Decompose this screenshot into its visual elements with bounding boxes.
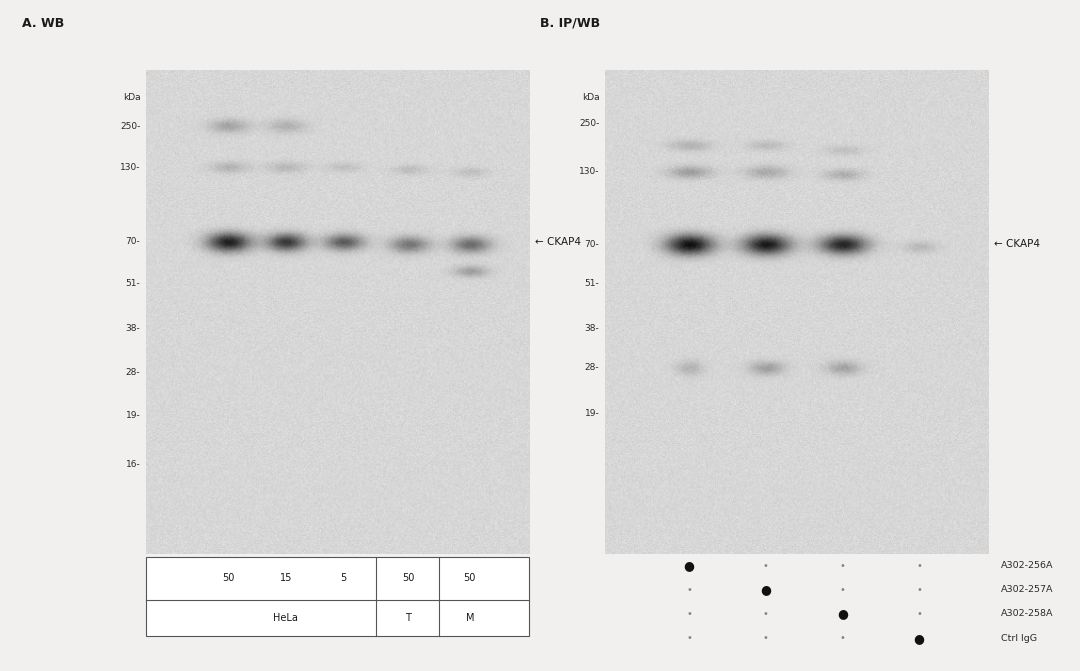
Text: A302-258A: A302-258A — [1001, 609, 1054, 619]
Text: A302-256A: A302-256A — [1001, 561, 1054, 570]
Text: ●: ● — [837, 607, 848, 621]
Text: 19-: 19- — [584, 409, 599, 418]
Text: •: • — [916, 609, 922, 619]
Text: 51-: 51- — [125, 278, 140, 288]
Text: 50: 50 — [222, 574, 234, 583]
Text: A. WB: A. WB — [22, 17, 64, 30]
Text: 50: 50 — [402, 574, 415, 583]
Text: 15: 15 — [280, 574, 292, 583]
Text: •: • — [916, 585, 922, 595]
Text: T: T — [405, 613, 411, 623]
Text: Ctrl IgG: Ctrl IgG — [1001, 633, 1037, 643]
Text: 51-: 51- — [584, 278, 599, 288]
Text: 38-: 38- — [584, 324, 599, 333]
Text: 130-: 130- — [120, 162, 140, 172]
Text: •: • — [762, 561, 769, 570]
Text: 28-: 28- — [125, 368, 140, 377]
Text: •: • — [916, 561, 922, 570]
Text: 28-: 28- — [584, 363, 599, 372]
Text: •: • — [839, 561, 846, 570]
Text: ← CKAP4: ← CKAP4 — [535, 237, 581, 247]
Text: M: M — [465, 613, 474, 623]
Text: HeLa: HeLa — [273, 613, 298, 623]
Text: 70-: 70- — [584, 240, 599, 249]
Text: ●: ● — [760, 583, 771, 597]
Text: 16-: 16- — [125, 460, 140, 469]
Text: 250-: 250- — [120, 121, 140, 131]
Text: 130-: 130- — [579, 167, 599, 176]
Text: •: • — [686, 585, 692, 595]
Text: ●: ● — [684, 559, 694, 572]
Text: B. IP/WB: B. IP/WB — [540, 17, 600, 30]
Text: •: • — [762, 609, 769, 619]
Text: 19-: 19- — [125, 411, 140, 421]
Text: kDa: kDa — [123, 93, 140, 101]
Text: 50: 50 — [463, 574, 476, 583]
Text: kDa: kDa — [582, 93, 599, 101]
Text: 70-: 70- — [125, 238, 140, 246]
Text: A302-257A: A302-257A — [1001, 585, 1054, 595]
Text: ← CKAP4: ← CKAP4 — [994, 240, 1040, 250]
Text: •: • — [839, 633, 846, 643]
Text: 250-: 250- — [579, 119, 599, 128]
Text: 38-: 38- — [125, 324, 140, 333]
Text: •: • — [686, 633, 692, 643]
Text: •: • — [686, 609, 692, 619]
Text: ●: ● — [914, 631, 924, 645]
Text: •: • — [762, 633, 769, 643]
Text: •: • — [839, 585, 846, 595]
Text: 5: 5 — [340, 574, 347, 583]
